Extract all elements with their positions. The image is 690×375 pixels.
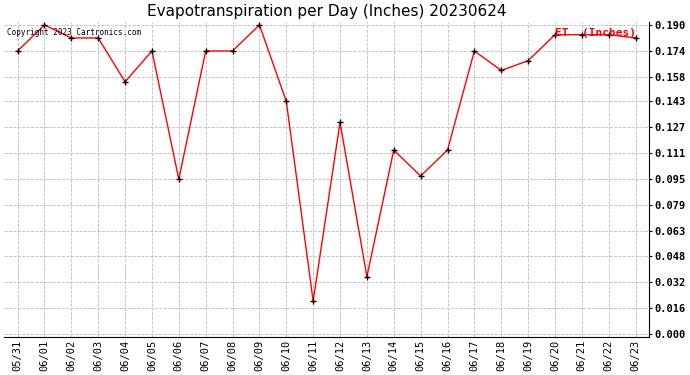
Text: Copyright 2023 Cartronics.com: Copyright 2023 Cartronics.com [8,28,141,37]
Title: Evapotranspiration per Day (Inches) 20230624: Evapotranspiration per Day (Inches) 2023… [147,4,506,19]
Text: ET  (Inches): ET (Inches) [555,28,636,38]
